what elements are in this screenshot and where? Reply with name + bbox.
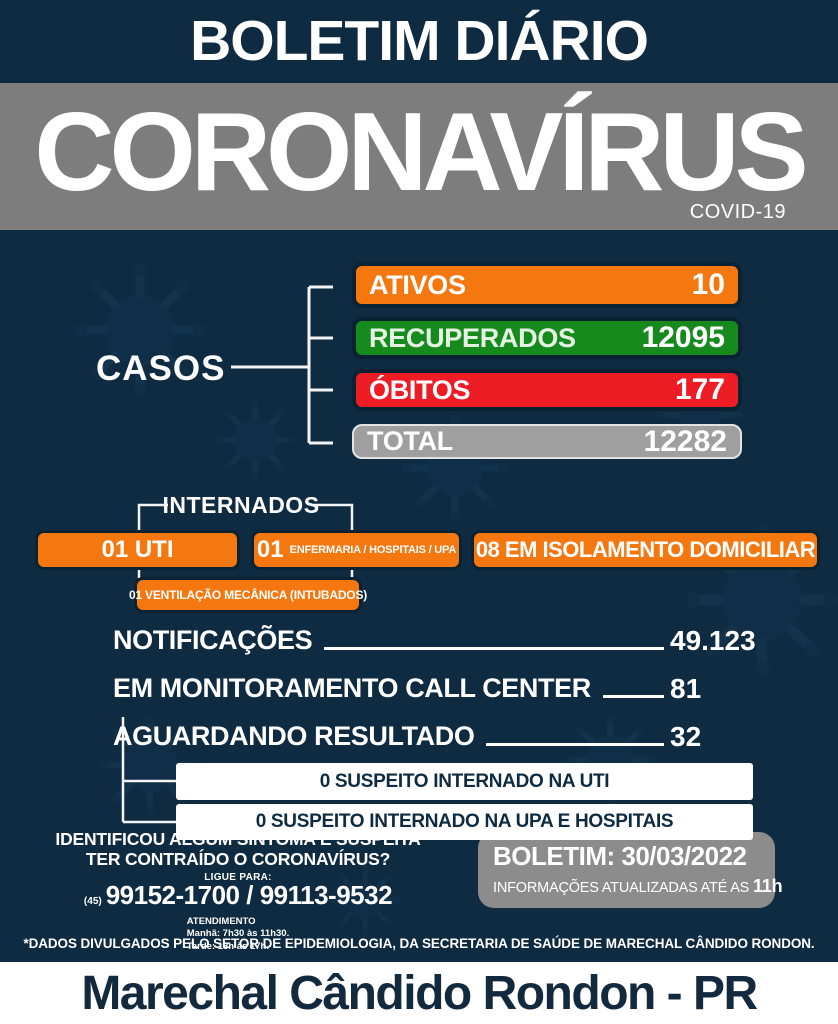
enfermaria-count: 01 — [256, 536, 284, 563]
stat-row-monitoramento: EM MONITORAMENTO CALL CENTER 81 — [113, 673, 758, 704]
leader-line — [324, 647, 664, 650]
bulletin-update-time: 11h — [752, 876, 783, 896]
bulletin-date: BOLETIM: 30/03/2022 — [493, 841, 747, 871]
internados-section-label: INTERNADOS — [162, 492, 320, 518]
total-value: 12282 — [643, 424, 727, 458]
phone-numbers: 99152-1700 / 99113-9532 — [105, 880, 393, 910]
uti-bar: 01 UTI — [35, 530, 240, 570]
suspeito-upa-bar: 0 SUSPEITO INTERNADO NA UPA E HOSPITAIS — [176, 804, 753, 840]
bulletin-update-info: INFORMAÇÕES ATUALIZADAS ATÉ AS 11h — [493, 876, 783, 897]
header-band: BOLETIM DIÁRIO — [0, 0, 838, 83]
notificacoes-value: 49.123 — [670, 625, 756, 656]
page-title: BOLETIM DIÁRIO — [190, 9, 649, 73]
ventilacao-bar: 01 VENTILAÇÃO MECÂNICA (INTUBADOS) — [129, 577, 367, 613]
suspeito-uti-bar: 0 SUSPEITO INTERNADO NA UTI — [176, 763, 753, 800]
monitoramento-value: 81 — [670, 673, 702, 704]
bulletin-date-box: BOLETIM: 30/03/2022 INFORMAÇÕES ATUALIZA… — [478, 832, 783, 908]
leader-line — [602, 695, 664, 698]
total-bar: TOTAL 12282 — [352, 424, 742, 459]
service-hours-block: ATENDIMENTO Manhã: 7h30 às 11h30. Tarde:… — [187, 916, 289, 953]
call-label: LIGUE PARA: — [204, 872, 272, 883]
stat-row-notificacoes: NOTIFICAÇÕES 49.123 — [113, 625, 758, 656]
service-hours-label: ATENDIMENTO — [186, 916, 256, 927]
aguardando-value: 32 — [670, 721, 702, 752]
recuperados-value: 12095 — [641, 321, 725, 354]
banner-subtitle: COVID-19 — [689, 201, 786, 223]
data-source-footnote: *DADOS DIVULGADOS PELO SETOR DE EPIDEMIO… — [23, 936, 815, 951]
service-hours-afternoon: Tarde: 13h às 17h. — [186, 940, 269, 952]
enfermaria-label: ENFERMARIA / HOSPITAIS / UPA — [289, 544, 457, 556]
total-label: TOTAL — [367, 426, 453, 456]
isolamento-bar: 08 EM ISOLAMENTO DOMICILIAR — [471, 530, 820, 570]
recuperados-bar: RECUPERADOS 12095 — [352, 317, 742, 359]
bulletin-update-prefix: INFORMAÇÕES ATUALIZADAS ATÉ AS — [493, 880, 750, 896]
notificacoes-label: NOTIFICAÇÕES — [113, 625, 313, 655]
stats-list: NOTIFICAÇÕES 49.123 EM MONITORAMENTO CAL… — [113, 626, 758, 770]
ativos-label: ATIVOS — [369, 269, 466, 300]
obitos-bar: ÓBITOS 177 — [352, 369, 742, 411]
contact-block: IDENTIFICOU ALGUM SINTOMA E SUSPEITA TER… — [40, 829, 436, 954]
monitoramento-label: EM MONITORAMENTO CALL CENTER — [113, 673, 591, 703]
title-banner: CORONAVÍRUS COVID-19 — [0, 83, 838, 230]
city-name: Marechal Cândido Rondon - PR — [81, 966, 758, 1020]
footer-band: Marechal Cândido Rondon - PR — [0, 962, 838, 1024]
casos-section-label: CASOS — [96, 349, 226, 388]
area-code: (45) — [83, 896, 102, 907]
leader-line — [486, 743, 664, 746]
ativos-bar: ATIVOS 10 — [352, 262, 742, 308]
contact-question-line2: TER CONTRAÍDO O CORONAVÍRUS? — [85, 849, 391, 869]
obitos-value: 177 — [674, 373, 725, 406]
phone-row: (45) 99152-1700 / 99113-9532 — [40, 880, 436, 914]
ativos-value: 10 — [691, 268, 725, 301]
recuperados-label: RECUPERADOS — [369, 322, 576, 353]
stat-row-aguardando: AGUARDANDO RESULTADO 32 — [113, 721, 758, 752]
banner-title: CORONAVÍRUS — [34, 90, 808, 214]
aguardando-label: AGUARDANDO RESULTADO — [113, 721, 475, 751]
obitos-label: ÓBITOS — [369, 374, 471, 405]
service-hours-morning: Manhã: 7h30 às 11h30. — [186, 928, 290, 940]
enfermaria-bar: 01 ENFERMARIA / HOSPITAIS / UPA — [251, 530, 462, 570]
